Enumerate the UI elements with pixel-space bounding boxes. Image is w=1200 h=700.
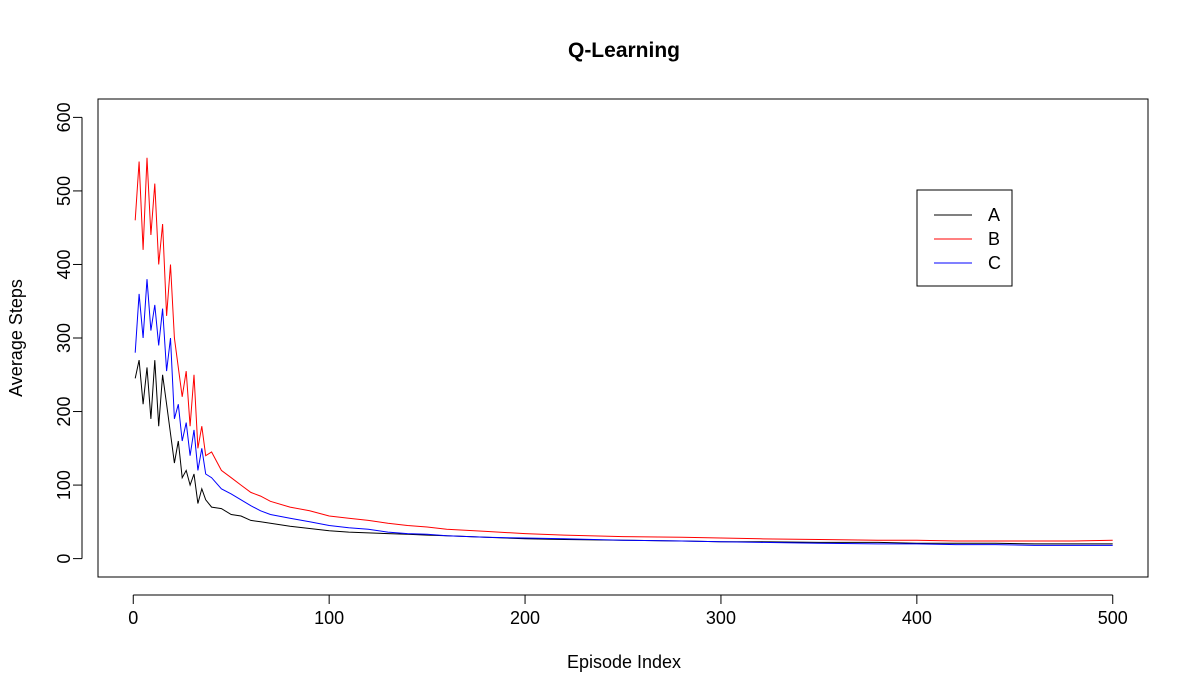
y-axis-label: Average Steps	[6, 279, 26, 397]
y-axis: 0 100 200 300 400 500 600	[54, 102, 83, 564]
x-tick-label: 300	[706, 608, 736, 628]
legend-box	[916, 189, 1013, 287]
plot-area-frame	[97, 98, 1149, 578]
legend-label-a: A	[988, 205, 1000, 225]
series-line-b	[134, 157, 1113, 542]
legend-label-c: C	[988, 253, 1001, 273]
legend: ABC	[916, 189, 1013, 287]
y-tick-label: 100	[54, 470, 74, 500]
x-axis-label: Episode Index	[567, 652, 681, 672]
x-tick-label: 500	[1098, 608, 1128, 628]
y-tick-label: 600	[54, 102, 74, 132]
y-tick-label: 0	[54, 554, 74, 564]
legend-entries: ABC	[934, 205, 1001, 273]
series-line-c	[134, 279, 1113, 546]
x-tick-label: 0	[128, 608, 138, 628]
y-tick-label: 300	[54, 323, 74, 353]
y-tick-label: 200	[54, 397, 74, 427]
x-axis: 0 100 200 300 400 500	[128, 594, 1128, 628]
x-tick-label: 100	[314, 608, 344, 628]
y-tick-label: 400	[54, 249, 74, 279]
y-tick-label: 500	[54, 176, 74, 206]
x-tick-label: 200	[510, 608, 540, 628]
series-layer	[134, 157, 1113, 546]
x-tick-label: 400	[902, 608, 932, 628]
series-line-a	[134, 359, 1113, 545]
legend-label-b: B	[988, 229, 1000, 249]
chart-title: Q-Learning	[568, 39, 680, 62]
